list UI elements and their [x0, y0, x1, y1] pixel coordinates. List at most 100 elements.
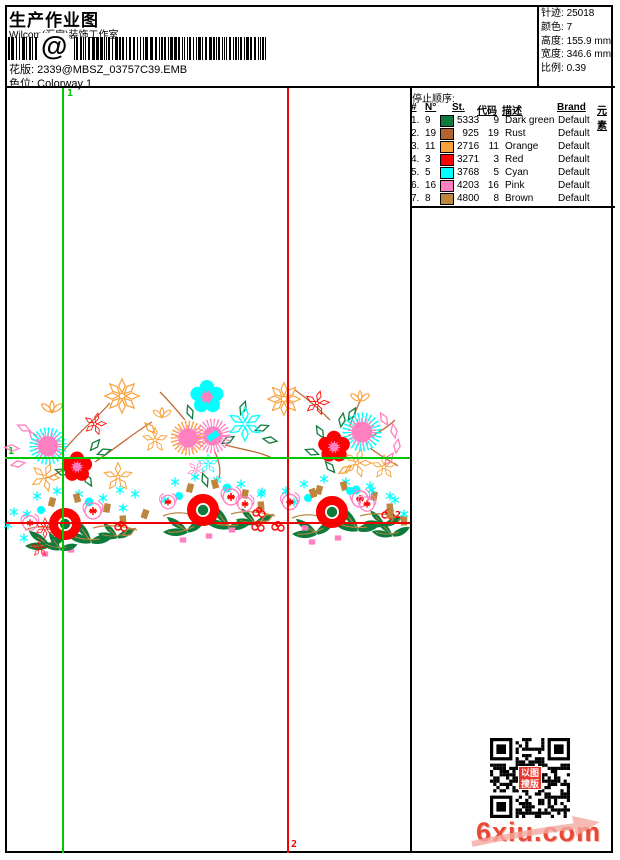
thread-needle: 3 — [425, 154, 431, 165]
qr-center-stamp: 以图搜版 — [518, 766, 542, 790]
design-barcode — [8, 37, 270, 60]
thread-description: Rust — [505, 128, 526, 139]
spray-left — [4, 379, 153, 495]
stat-row: 针迹: 25018 — [541, 7, 611, 21]
thread-code: 3 — [493, 154, 499, 165]
header-divider — [537, 5, 539, 88]
col-stitches: St. — [452, 102, 465, 113]
thread-row: 7. 8 4800 8 Brown Default — [410, 193, 616, 206]
thread-seq: 4. — [411, 154, 420, 165]
thread-seq: 6. — [411, 180, 420, 191]
thread-swatch — [440, 154, 454, 166]
page-border — [5, 5, 613, 853]
thread-seq: 1. — [411, 115, 420, 126]
col-needle: N° — [425, 102, 437, 113]
thread-description: Red — [505, 154, 524, 165]
stat-label: 针迹: — [541, 8, 564, 19]
barcode-at-glyph: @ — [39, 31, 70, 61]
thread-swatch — [440, 115, 454, 127]
canvas-right-divider — [410, 88, 412, 853]
stat-value: 155.9 mm — [566, 35, 612, 47]
thread-description: Pink — [505, 180, 525, 191]
spray-middle — [142, 378, 279, 489]
thread-rows: 1. 9 5333 9 Dark green Default 2. 19 925 19 Rust D… — [410, 115, 616, 206]
thread-needle: 8 — [425, 193, 431, 204]
col-elements: 元素 — [597, 106, 607, 132]
thread-code: 8 — [493, 193, 499, 204]
col-description: 描述 — [502, 106, 522, 117]
thread-stitches: 3768 — [457, 167, 480, 178]
stop-sequence-title: 停止顺序: — [412, 94, 455, 105]
thread-brand: Default — [558, 193, 590, 204]
thread-stitches: 5333 — [457, 115, 480, 126]
thread-brand: Default — [558, 180, 590, 191]
colorway-label: 色位: — [9, 78, 35, 90]
col-seq: # — [411, 102, 417, 113]
thread-code: 16 — [487, 180, 499, 191]
design-number-label: 花版: — [9, 64, 35, 76]
thread-swatch — [440, 193, 454, 205]
thread-row: 2. 19 925 19 Rust Default — [410, 128, 616, 141]
table-bottom-rule — [410, 206, 615, 208]
end-marker-right: 2 — [395, 510, 402, 521]
thread-needle: 11 — [425, 141, 436, 152]
thread-seq: 2. — [411, 128, 420, 139]
thread-code: 9 — [493, 115, 499, 126]
stat-label: 高度: — [541, 35, 564, 47]
stat-label: 宽度: — [541, 49, 564, 61]
thread-swatch — [440, 180, 454, 192]
colorway-value: Colorway 1 — [37, 78, 93, 90]
stat-row: 宽度: 346.6 mm — [541, 48, 611, 62]
stat-label: 比例: — [541, 63, 564, 75]
stat-value: 25018 — [566, 8, 595, 19]
col-brand: Brand — [557, 102, 586, 113]
thread-needle: 9 — [425, 115, 431, 126]
thread-row: 3. 11 2716 11 Orange Default — [410, 141, 616, 154]
thread-description: Brown — [505, 193, 534, 204]
end-vertical-line — [287, 88, 289, 853]
design-stats: 针迹: 25018 颜色: 7 高度: 155.9 mm 宽度: 346.6 m… — [541, 7, 611, 76]
thread-stitches: 4800 — [457, 193, 480, 204]
thread-stitches: 4203 — [457, 180, 480, 191]
stat-row: 高度: 155.9 mm — [541, 35, 611, 49]
stat-value: 7 — [566, 21, 573, 33]
thread-row: 6. 16 4203 16 Pink Default — [410, 180, 616, 193]
stat-value: 346.6 mm — [566, 49, 612, 61]
thread-brand: Default — [558, 167, 590, 178]
barcode-bars — [8, 37, 266, 60]
header-bottom-rule — [5, 86, 615, 88]
start-marker-top: 1 — [67, 88, 74, 99]
thread-needle: 16 — [425, 180, 437, 191]
thread-swatch — [440, 167, 454, 179]
thread-stitches: 3271 — [457, 154, 480, 165]
thread-swatch — [440, 141, 454, 153]
watermark-arrow-icon — [471, 816, 600, 847]
start-vertical-line — [62, 88, 64, 853]
stat-value: 0.39 — [566, 63, 587, 75]
col-code: 代码 — [477, 106, 497, 117]
thread-needle: 19 — [425, 128, 437, 139]
thread-stitches: 2716 — [457, 141, 480, 152]
stat-label: 颜色: — [541, 21, 564, 33]
thread-code: 19 — [487, 128, 499, 139]
thread-description: Cyan — [505, 167, 529, 178]
thread-needle: 5 — [425, 167, 431, 178]
stat-row: 比例: 0.39 — [541, 62, 611, 76]
design-number-line: 花版: 2339@MBSZ_03757C39.EMB — [9, 61, 187, 77]
thread-description: Orange — [505, 141, 539, 152]
thread-row: 1. 9 5333 9 Dark green Default — [410, 115, 616, 128]
thread-row: 4. 3 3271 3 Red Default — [410, 154, 616, 167]
end-horizontal-line — [5, 522, 410, 524]
thread-code: 11 — [488, 141, 499, 152]
thread-brand: Default — [558, 141, 590, 152]
end-marker-bottom: 2 — [291, 839, 298, 850]
thread-row: 5. 5 3768 5 Cyan Default — [410, 167, 616, 180]
start-marker-left: 1 — [8, 446, 15, 457]
spray-right — [268, 383, 403, 480]
page-title: 生产作业图 — [9, 11, 99, 30]
thread-brand: Default — [558, 115, 590, 126]
thread-code: 5 — [493, 167, 499, 178]
thread-description: Dark green — [505, 115, 555, 126]
thread-seq: 5. — [411, 167, 420, 178]
thread-swatch — [440, 128, 454, 140]
